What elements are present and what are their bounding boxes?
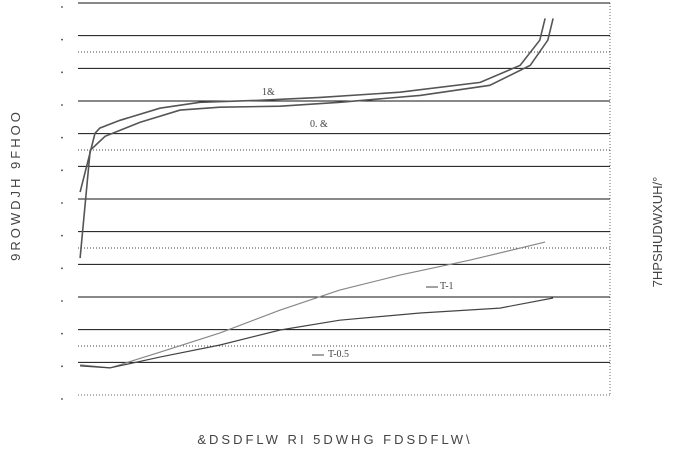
- y-tick: [61, 6, 63, 8]
- y-tick: [61, 234, 63, 237]
- y-axis-title: 9ROWDJH 9FHOO: [8, 109, 23, 261]
- y-tick: [61, 267, 63, 270]
- series-label: 1&: [262, 87, 275, 98]
- y-tick: [61, 300, 63, 302]
- y-tick: [61, 202, 63, 204]
- y-tick: [61, 104, 63, 106]
- y-tick: [61, 136, 63, 139]
- x-axis-title: &DSDFLW RI 5DWHG FDSDFLW\: [197, 432, 472, 447]
- series-line: [79, 18, 554, 259]
- series-line: [80, 297, 554, 369]
- y-tick: [61, 169, 63, 172]
- y-tick: [61, 332, 63, 335]
- y-tick: [61, 398, 63, 400]
- y-tick: [61, 38, 63, 41]
- y-tick: [61, 365, 63, 368]
- series-line: [80, 241, 546, 369]
- y2-axis-title: 7HPSHUDWXUH/°: [650, 177, 665, 288]
- series-label: 0. &: [310, 119, 328, 130]
- series-label: T-1: [440, 281, 454, 292]
- series-line: [79, 18, 546, 193]
- series-label: T-0.5: [328, 349, 349, 360]
- y-tick: [61, 71, 63, 74]
